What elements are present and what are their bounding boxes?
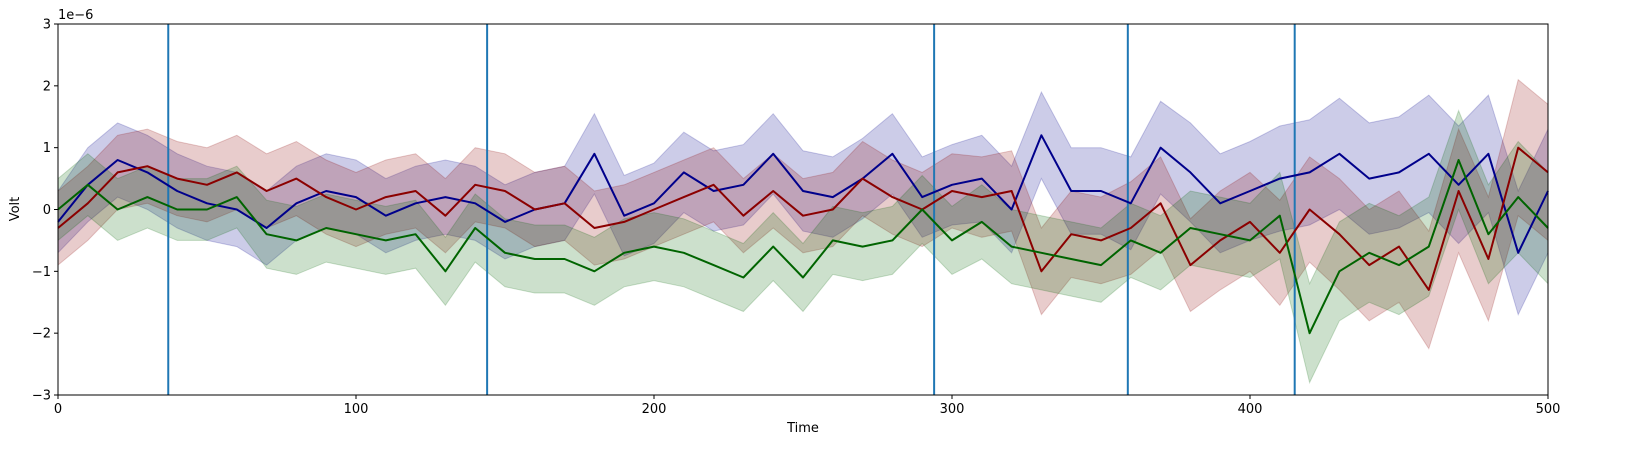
y-tick-label: −1 bbox=[32, 265, 51, 280]
x-axis-label: Time bbox=[786, 421, 819, 436]
y-axis-ticks: −3 −2 −1 0 1 2 3 bbox=[32, 18, 58, 404]
x-tick-label: 0 bbox=[54, 402, 62, 417]
series-line-2 bbox=[57, 159, 1549, 335]
y-tick-label: 1 bbox=[43, 141, 51, 156]
x-tick-label: 500 bbox=[1536, 402, 1561, 417]
x-tick-label: 300 bbox=[940, 402, 965, 417]
y-tick-label: 2 bbox=[43, 79, 51, 94]
y-offset-label: 1e−6 bbox=[58, 8, 93, 23]
x-tick-label: 400 bbox=[1238, 402, 1263, 417]
series-line-1 bbox=[57, 146, 1549, 291]
y-tick-label: −3 bbox=[32, 389, 51, 404]
series-lines bbox=[57, 134, 1549, 335]
x-tick-label: 100 bbox=[344, 402, 369, 417]
series-line-0 bbox=[57, 134, 1549, 254]
vertical-markers bbox=[167, 24, 1296, 395]
y-tick-label: 0 bbox=[43, 203, 51, 218]
x-tick-label: 200 bbox=[642, 402, 667, 417]
y-tick-label: 3 bbox=[43, 18, 51, 33]
y-axis-label: Volt bbox=[8, 197, 23, 222]
x-axis-ticks: 0 100 200 300 400 500 bbox=[54, 395, 1561, 417]
y-tick-label: −2 bbox=[32, 327, 51, 342]
